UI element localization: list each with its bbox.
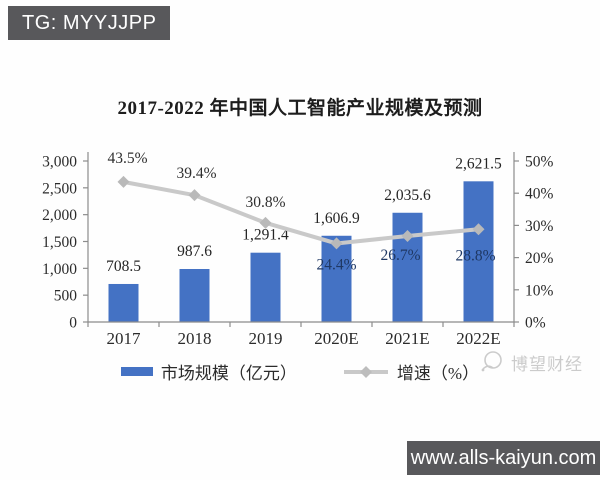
left-axis-tick-label: 1,500 (42, 234, 77, 251)
left-axis-tick-label: 2,000 (42, 207, 77, 224)
legend-item-market: 市场规模（亿元） (120, 359, 297, 384)
growth-value-label: 26.7% (380, 247, 420, 264)
left-axis-tick-label: 0 (69, 315, 77, 332)
bar (463, 181, 494, 322)
growth-value-label: 28.8% (455, 247, 495, 264)
left-axis-tick-label: 3,000 (42, 154, 77, 171)
growth-value-label: 43.5% (107, 150, 147, 167)
bar (321, 235, 352, 322)
growth-value-label: 30.8% (245, 194, 285, 211)
chart-title: 2017-2022 年中国人工智能产业规模及预测 (117, 98, 483, 119)
line-marker-icon (259, 216, 272, 229)
right-axis-tick-label: 50% (525, 154, 554, 171)
line-marker-icon (330, 237, 343, 250)
line-marker-icon (401, 230, 414, 243)
bar-value-label: 708.5 (106, 258, 141, 275)
left-axis-tick-label: 500 (54, 288, 78, 305)
chart-legend: 市场规模（亿元） 增速（%） (0, 359, 600, 384)
x-axis-category-label: 2020E (314, 329, 358, 348)
legend-item-growth: 增速（%） (343, 359, 479, 384)
growth-value-label: 39.4% (176, 165, 216, 182)
legend-label-market: 市场规模（亿元） (160, 364, 297, 383)
bar (250, 252, 281, 322)
bar (179, 268, 210, 322)
x-axis-category-label: 2017 (107, 329, 142, 348)
bar-value-label: 987.6 (177, 243, 212, 260)
x-axis-category-label: 2018 (178, 329, 212, 348)
bar-value-label: 1,291.4 (242, 227, 289, 244)
right-axis-tick-label: 10% (525, 282, 554, 299)
line-marker-icon (117, 175, 130, 188)
x-axis-category-label: 2019 (249, 329, 283, 348)
bar-value-label: 2,621.5 (455, 155, 502, 172)
legend-label-growth: 增速（%） (396, 364, 480, 383)
x-axis-category-label: 2022E (456, 329, 500, 348)
watermark-text: 博望财经 (511, 354, 583, 374)
right-axis-tick-label: 20% (525, 250, 554, 267)
watermark-logo-icon (481, 351, 502, 372)
x-axis-category-label: 2021E (385, 329, 429, 348)
left-axis-tick-label: 2,500 (42, 180, 77, 197)
right-axis-tick-label: 0% (525, 315, 546, 332)
line-marker-icon (343, 365, 388, 378)
bar-swatch-icon (120, 367, 153, 376)
bar-value-label: 2,035.6 (384, 187, 431, 204)
growth-value-label: 24.4% (316, 256, 356, 273)
site-badge: www.alls-kaiyun.com (407, 441, 600, 475)
bar (108, 283, 139, 322)
line-marker-icon (472, 223, 485, 236)
right-axis-tick-label: 40% (525, 186, 554, 203)
bar-value-label: 1,606.9 (313, 210, 360, 227)
bar (392, 212, 423, 322)
left-axis-tick-label: 1,000 (42, 261, 77, 278)
growth-line (123, 179, 479, 246)
line-marker-icon (188, 189, 201, 202)
tg-badge: TG: MYYJJPP (8, 6, 171, 40)
right-axis-tick-label: 30% (525, 218, 554, 235)
watermark: 博望财经 (479, 349, 583, 375)
